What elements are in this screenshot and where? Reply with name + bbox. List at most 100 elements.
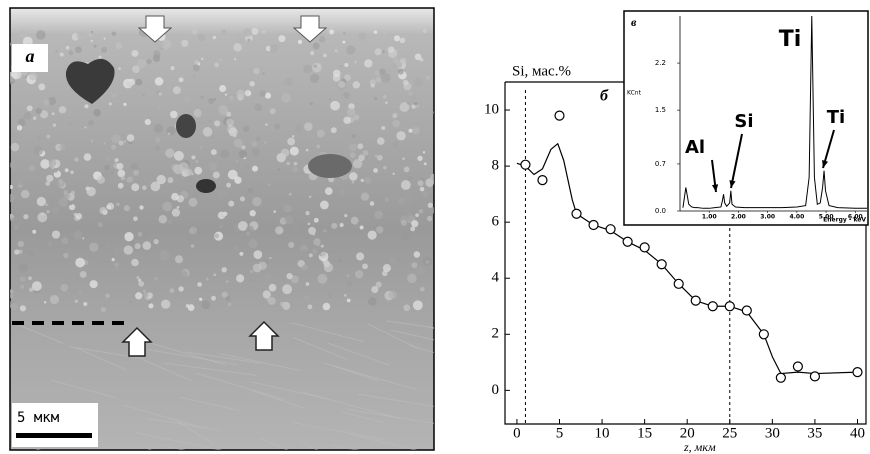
grain	[208, 98, 215, 104]
axes-frame	[504, 81, 867, 425]
grain	[82, 237, 85, 240]
grain	[412, 126, 420, 135]
grain	[143, 289, 146, 293]
grain	[205, 277, 209, 281]
grain	[183, 95, 191, 103]
grain	[283, 204, 292, 213]
grain	[309, 86, 312, 89]
grain	[422, 191, 429, 198]
grain	[414, 53, 422, 61]
grain	[233, 160, 241, 168]
grain	[68, 201, 73, 206]
grain	[246, 231, 250, 236]
grain	[267, 297, 276, 305]
grain	[16, 125, 23, 131]
grain	[93, 44, 97, 48]
grain	[26, 105, 33, 112]
y-tick-label: 0	[492, 382, 500, 398]
data-point	[520, 159, 531, 170]
grain	[76, 31, 86, 41]
grain	[289, 146, 299, 156]
grain	[303, 295, 310, 302]
grain	[32, 116, 37, 120]
grain	[280, 301, 286, 307]
scratch	[69, 346, 145, 360]
grain	[39, 110, 49, 119]
grain	[213, 273, 217, 277]
grain	[178, 286, 184, 292]
grain	[162, 201, 172, 212]
data-point	[622, 236, 633, 247]
grain	[415, 213, 419, 218]
grain	[369, 79, 376, 86]
grain	[190, 244, 195, 248]
grain	[212, 171, 220, 179]
grain	[96, 175, 105, 184]
grain	[118, 244, 124, 251]
grain	[108, 102, 112, 106]
grain	[370, 83, 375, 88]
grain	[417, 155, 423, 162]
grain	[51, 230, 61, 239]
grain	[211, 295, 216, 301]
grain	[90, 39, 93, 43]
grain	[34, 167, 41, 174]
grain	[195, 159, 199, 163]
grain	[120, 176, 126, 181]
scratch	[122, 404, 202, 429]
grain	[146, 58, 152, 65]
grain	[405, 213, 414, 221]
grain	[371, 285, 379, 294]
grain	[239, 196, 246, 202]
grain	[419, 57, 424, 62]
grain	[269, 256, 272, 260]
grain	[357, 143, 364, 150]
grain	[349, 152, 356, 158]
grain	[59, 143, 66, 150]
grain	[408, 91, 414, 97]
data-point	[673, 278, 684, 289]
grain	[227, 302, 232, 307]
grain	[316, 129, 325, 138]
grain	[209, 115, 212, 118]
peak-label: Ti	[779, 27, 802, 52]
grain	[402, 79, 409, 86]
pore	[196, 179, 216, 193]
scratch	[330, 445, 361, 450]
scratch	[250, 389, 305, 409]
grain	[189, 226, 198, 235]
grain	[309, 102, 313, 106]
grain	[382, 264, 391, 273]
grain	[62, 274, 67, 279]
grain	[360, 178, 364, 182]
grain	[126, 176, 134, 183]
grain	[59, 52, 64, 57]
grain	[329, 29, 335, 35]
y-axis-label: Si, мас.%	[512, 63, 571, 79]
data-point	[605, 224, 616, 235]
grain	[173, 164, 184, 175]
grain	[46, 134, 51, 139]
grain	[197, 282, 202, 287]
grain	[425, 302, 429, 305]
data-point	[758, 329, 769, 340]
grain	[313, 217, 319, 223]
x-tick-label: 2.00	[731, 214, 746, 221]
grain	[316, 144, 321, 149]
grain	[110, 171, 114, 175]
grain	[254, 103, 263, 112]
grain	[197, 33, 206, 42]
grain	[75, 257, 86, 268]
grain	[167, 219, 173, 225]
grain	[344, 74, 351, 81]
grain	[192, 189, 202, 199]
grain	[58, 106, 67, 114]
grain	[403, 304, 411, 312]
grain	[84, 126, 87, 129]
grain	[367, 296, 371, 301]
grain	[98, 55, 102, 59]
grain	[75, 46, 82, 54]
grain	[100, 306, 106, 313]
grain	[142, 229, 149, 236]
grain	[134, 243, 141, 250]
